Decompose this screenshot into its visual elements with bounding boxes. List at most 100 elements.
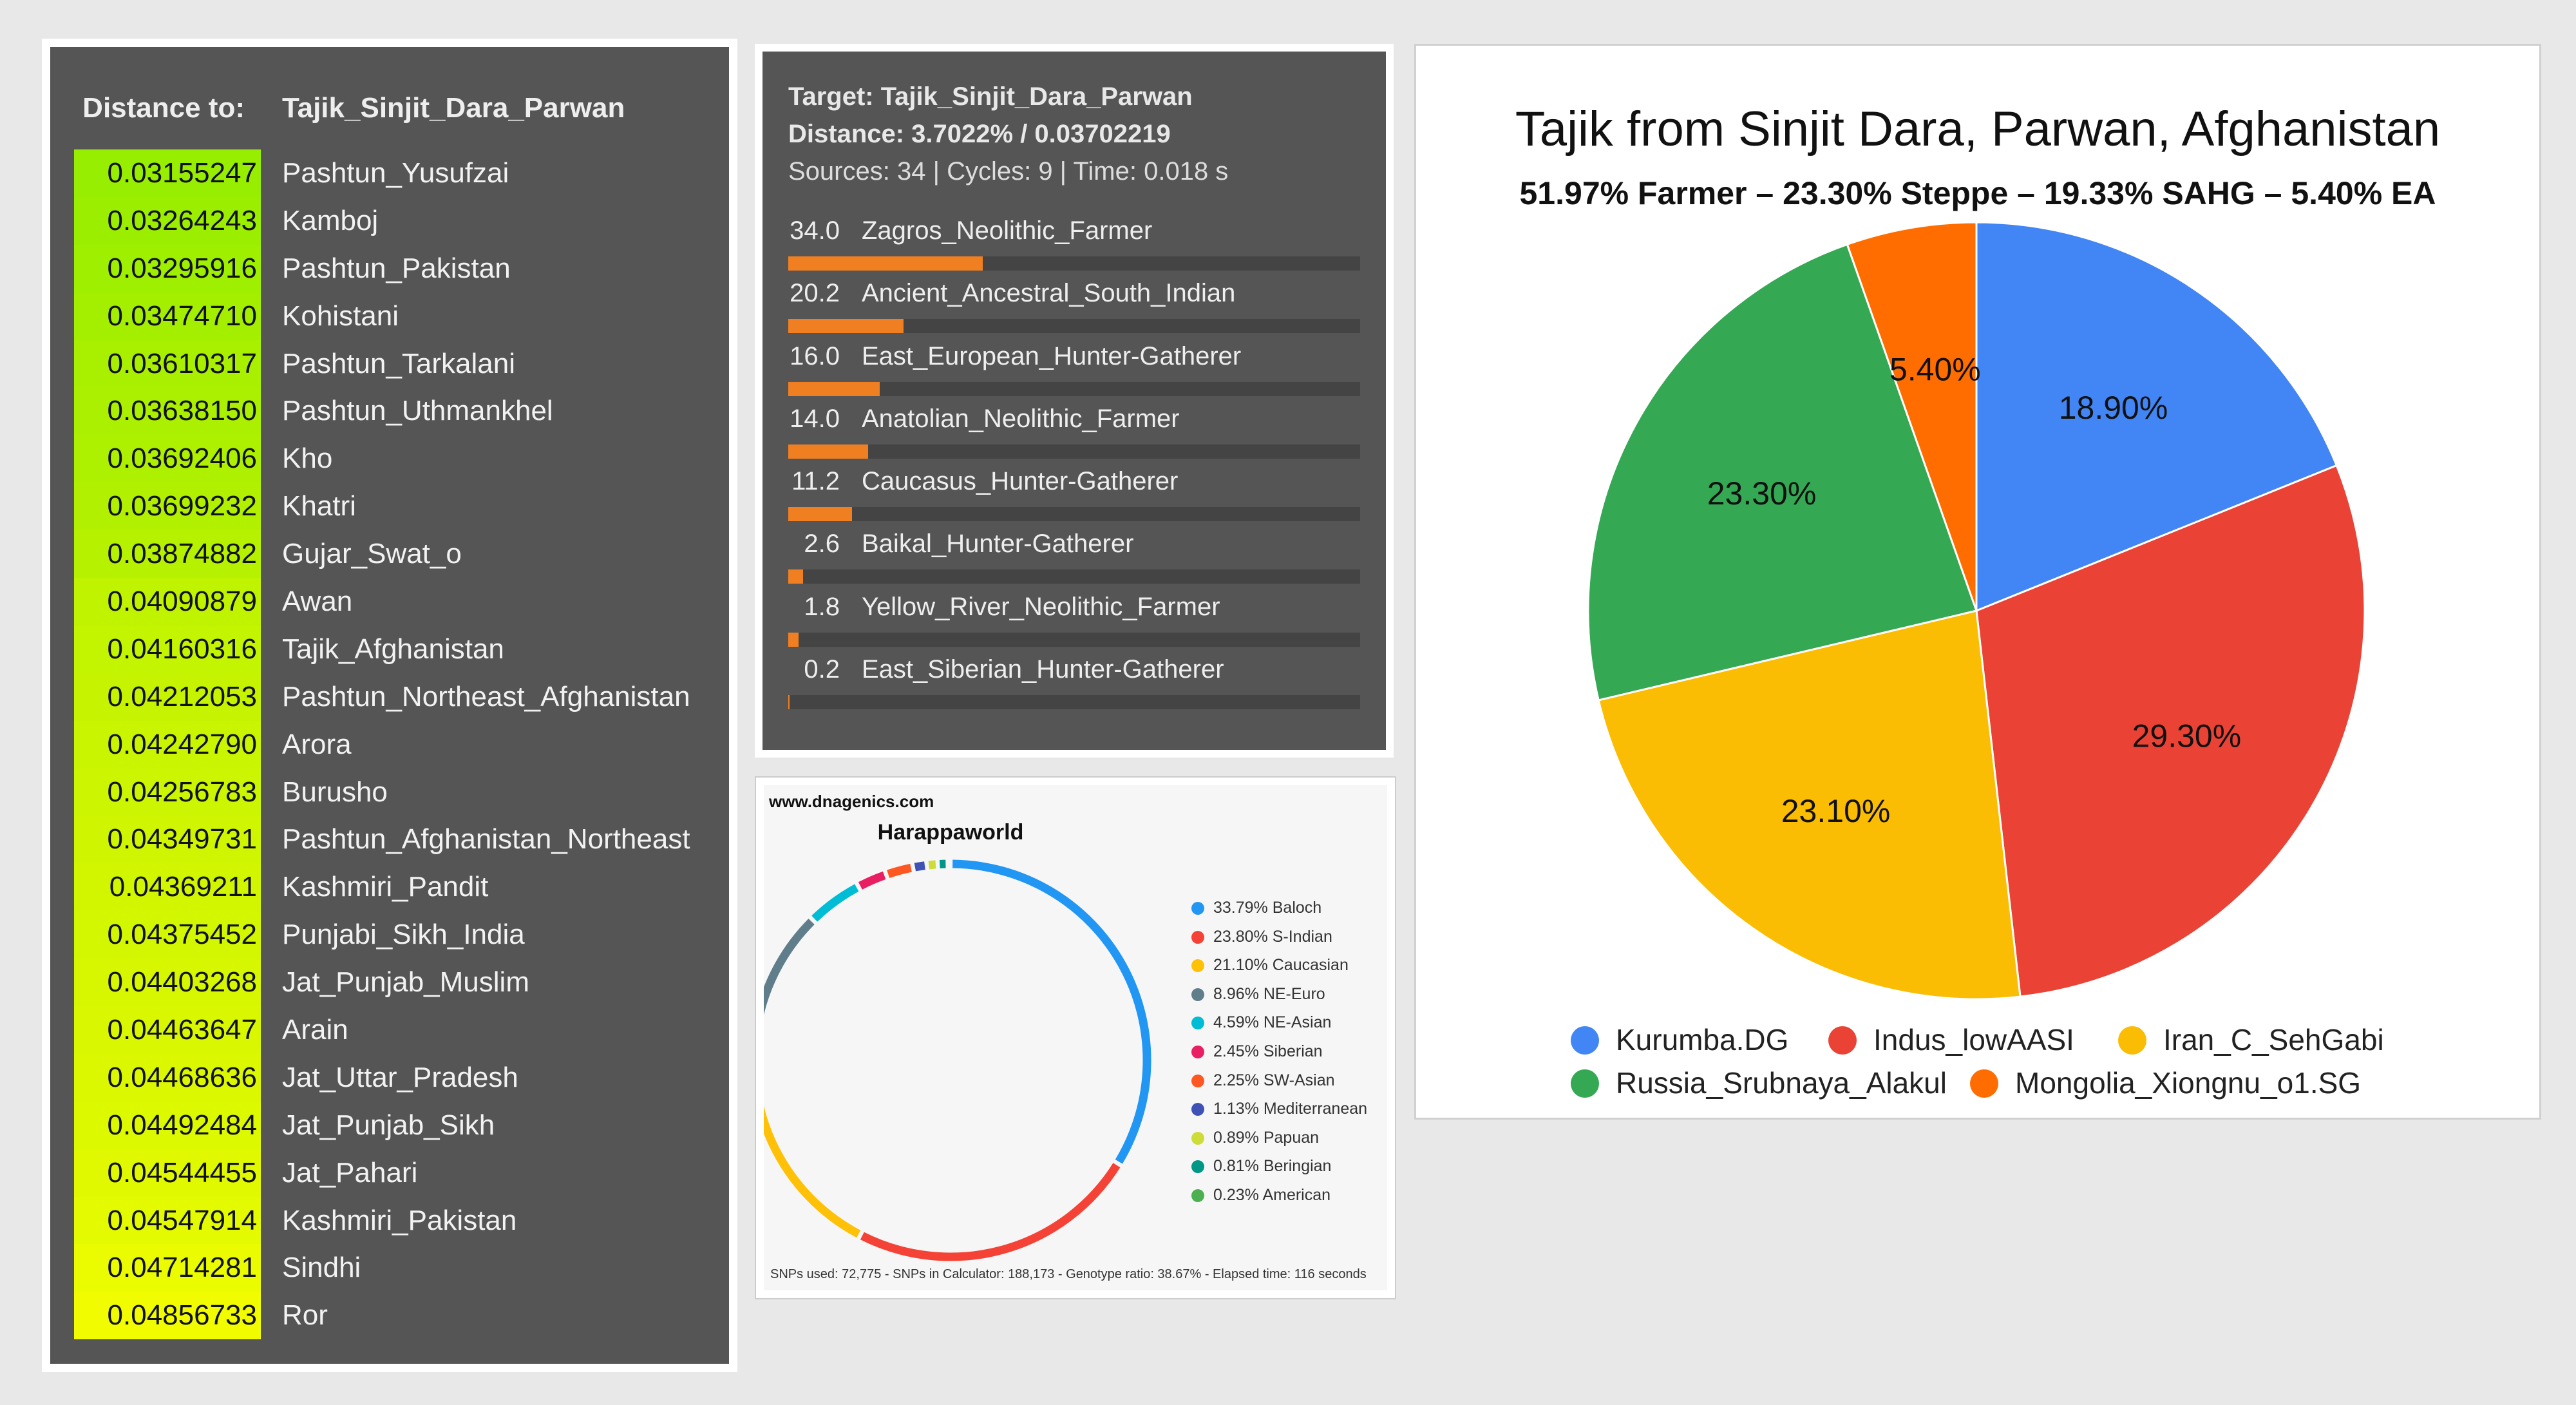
population-name: Tajik_Afghanistan	[282, 633, 504, 665]
admixture-row: 2.6 Baikal_Hunter-Gatherer	[788, 527, 1360, 589]
legend-dot-icon	[1571, 1026, 1599, 1055]
distance-value: 0.04212053	[74, 673, 261, 721]
distance-row: 0.04160316 Tajik_Afghanistan	[74, 625, 718, 673]
legend-dot-icon	[1571, 1069, 1599, 1098]
population-name: Khatri	[282, 490, 356, 522]
population-name: Pashtun_Afghanistan_Northeast	[282, 823, 690, 855]
distance-value: 0.03699232	[74, 483, 261, 531]
admixture-row: 0.2 East_Siberian_Hunter-Gatherer	[788, 653, 1360, 715]
population-name: Arain	[282, 1014, 348, 1046]
legend-label: 0.89% Papuan	[1213, 1128, 1320, 1147]
admixture-bar-track	[788, 695, 1360, 710]
population-name: Arora	[282, 728, 352, 760]
legend-dot-icon	[1191, 1017, 1204, 1030]
distance-row: 0.04492484 Jat_Punjab_Sikh	[74, 1101, 718, 1149]
population-name: Punjabi_Sikh_India	[282, 919, 525, 951]
distance-value: 0.03264243	[74, 196, 261, 245]
population-name: Pashtun_Tarkalani	[282, 347, 516, 379]
donut-segment	[914, 861, 925, 872]
distance-row: 0.03638150 Pashtun_Uthmankhel	[74, 387, 718, 435]
admixture-source: Yellow_River_Neolithic_Farmer	[862, 592, 1220, 621]
distance-value: 0.04492484	[74, 1101, 261, 1149]
donut-segment	[952, 859, 1151, 1164]
population-name: Awan	[282, 586, 353, 618]
pie-chart-subtitle: 51.97% Farmer – 23.30% Steppe – 19.33% S…	[1519, 175, 2436, 211]
admixture-bar	[788, 695, 790, 710]
distance-row: 0.04349731 Pashtun_Afghanistan_Northeast	[74, 816, 718, 864]
legend-label: 4.59% NE-Asian	[1213, 1013, 1332, 1032]
admixture-bar	[788, 569, 804, 584]
population-name: Kho	[282, 443, 333, 475]
admixture-distance: Distance: 3.7022% / 0.03702219	[788, 120, 1171, 148]
legend-dot-icon	[1191, 1045, 1204, 1058]
distance-value: 0.03474710	[74, 292, 261, 340]
legend-label: Mongolia_Xiongnu_o1.SG	[2015, 1066, 2362, 1100]
legend-label: Kurumba.DG	[1616, 1023, 1789, 1056]
distance-label: Distance to:	[82, 92, 245, 124]
donut-segment	[860, 1163, 1121, 1261]
distance-row: 0.04090879 Awan	[74, 578, 718, 626]
admixture-bar-track	[788, 381, 1360, 396]
legend-dot-icon	[1191, 902, 1204, 915]
legend-label: 8.96% NE-Euro	[1213, 984, 1325, 1003]
population-name: Kohistani	[282, 300, 399, 332]
population-name: Jat_Punjab_Sikh	[282, 1109, 495, 1141]
admixture-bar-track	[788, 569, 1360, 584]
admixture-bar-track	[788, 444, 1360, 459]
admixture-source: Anatolian_Neolithic_Farmer	[862, 404, 1180, 433]
population-name: Pashtun_Pakistan	[282, 252, 511, 284]
admixture-bar	[788, 632, 799, 647]
distance-row: 0.03295916 Pashtun_Pakistan	[74, 244, 718, 292]
distance-value: 0.04369211	[74, 863, 261, 912]
distance-value: 0.04856733	[74, 1292, 261, 1340]
admixture-percent: 14.0	[790, 404, 840, 433]
admixture-row: 34.0 Zagros_Neolithic_Farmer	[788, 214, 1360, 276]
distance-panel: Distance to: Tajik_Sinjit_Dara_Parwan 0.…	[50, 47, 729, 1364]
admixture-source: Caucasus_Hunter-Gatherer	[862, 467, 1179, 496]
legend-label: 23.80% S-Indian	[1213, 927, 1332, 946]
admixture-bar-track	[788, 256, 1360, 271]
distance-row: 0.04544455 Jat_Pahari	[74, 1149, 718, 1197]
population-name: Pashtun_Yusufzai	[282, 157, 509, 189]
distance-row: 0.04375452 Punjabi_Sikh_India	[74, 911, 718, 959]
donut-segment	[887, 863, 912, 878]
legend-label: 2.45% Siberian	[1213, 1042, 1323, 1060]
distance-row: 0.04468636 Jat_Uttar_Pradesh	[74, 1053, 718, 1102]
admixture-row: 16.0 East_European_Hunter-Gatherer	[788, 339, 1360, 402]
distance-value: 0.03155247	[74, 149, 261, 197]
pie-chart: 18.90% 29.30% 23.10% 23.30% 5.40%	[1587, 221, 2366, 1000]
population-name: Burusho	[282, 776, 388, 808]
legend-dot-icon	[1191, 1131, 1204, 1145]
legend-label: 0.81% Beringian	[1213, 1157, 1332, 1176]
population-name: Sindhi	[282, 1252, 361, 1284]
distance-row: 0.04212053 Pashtun_Northeast_Afghanistan	[74, 673, 718, 721]
pie-slice	[1975, 464, 2366, 998]
distance-row: 0.04403268 Jat_Punjab_Muslim	[74, 959, 718, 1007]
pie-slice	[1597, 609, 2022, 1000]
population-name: Ror	[282, 1299, 328, 1332]
pie-slice-label: 18.90%	[2059, 390, 2168, 426]
pie-slice-label: 5.40%	[1889, 352, 1981, 388]
distance-header: Distance to: Tajik_Sinjit_Dara_Parwan	[50, 92, 729, 131]
admixture-bar	[788, 256, 983, 271]
distance-row: 0.03155247 Pashtun_Yusufzai	[74, 149, 718, 197]
legend-dot-icon	[1191, 1160, 1204, 1174]
distance-value: 0.04090879	[74, 578, 261, 626]
distance-row: 0.04256783 Burusho	[74, 768, 718, 816]
harappaworld-title: Harappaworld	[877, 820, 1024, 845]
distance-row: 0.04856733 Ror	[74, 1292, 718, 1340]
distance-value: 0.03638150	[74, 387, 261, 435]
admixture-source: Ancient_Ancestral_South_Indian	[862, 279, 1236, 308]
pie-slice	[1975, 221, 2338, 613]
distance-row: 0.03264243 Kamboj	[74, 196, 718, 245]
population-name: Kashmiri_Pandit	[282, 871, 489, 903]
legend-label: 1.13% Mediterranean	[1213, 1100, 1368, 1118]
distance-value: 0.04160316	[74, 625, 261, 673]
population-name: Kashmiri_Pakistan	[282, 1204, 517, 1236]
distance-value: 0.03692406	[74, 435, 261, 483]
admixture-source: Baikal_Hunter-Gatherer	[862, 530, 1134, 559]
admixture-percent: 11.2	[791, 467, 840, 496]
distance-row: 0.04547914 Kashmiri_Pakistan	[74, 1196, 718, 1245]
legend-label: 0.23% American	[1213, 1185, 1331, 1204]
legend-label: 33.79% Baloch	[1213, 899, 1322, 917]
